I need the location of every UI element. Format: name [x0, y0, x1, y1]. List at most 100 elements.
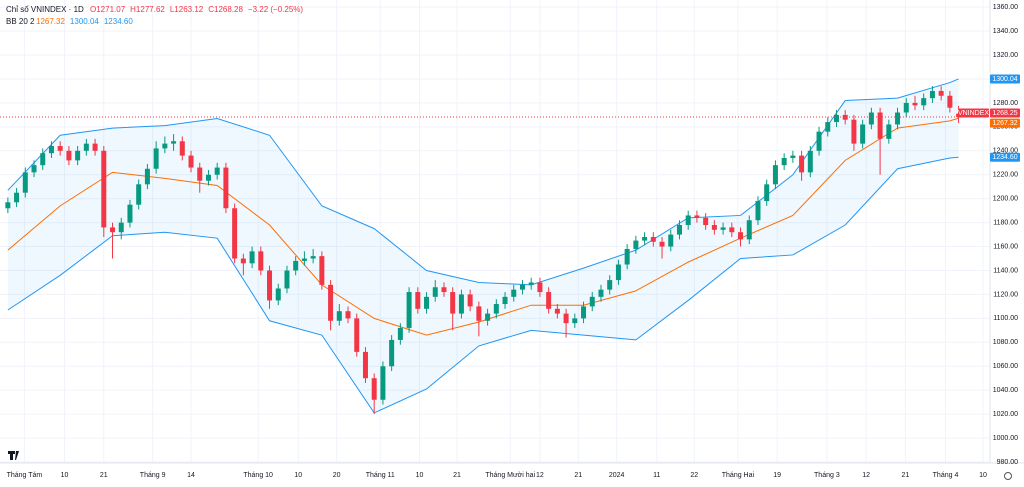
candle-body [319, 256, 325, 285]
y-tick-label: 1220.00 [993, 172, 1018, 179]
candle-body [642, 236, 648, 241]
candle-body [293, 260, 299, 271]
candle-body [432, 287, 438, 297]
x-tick-label: 22 [690, 472, 698, 479]
candle-body [633, 240, 639, 249]
candle-body [720, 227, 726, 230]
y-tick-label: 1160.00 [993, 243, 1018, 250]
ohlc-value: L1263.12 [170, 5, 204, 14]
indicator-value: 1234.60 [104, 17, 133, 26]
ohlc-value: C1268.28 [208, 5, 243, 14]
candle-body [101, 150, 107, 228]
candle-body [310, 256, 316, 259]
x-tick-label: 10 [294, 472, 302, 479]
x-tick-label: 10 [61, 472, 69, 479]
y-tick-label: 1040.00 [993, 387, 1018, 394]
candle-body [615, 264, 621, 281]
candle-body [424, 296, 430, 309]
candle-body [188, 155, 194, 168]
plot [0, 0, 990, 463]
y-tick-label: 1140.00 [993, 267, 1018, 274]
candle-body [772, 165, 778, 185]
y-tick-label: 1180.00 [993, 219, 1018, 226]
candle-body [886, 124, 892, 139]
price-tag-label: 1268.25 [992, 110, 1017, 117]
candle-body [389, 339, 395, 367]
candle-body [267, 270, 273, 301]
candle-body [659, 241, 665, 247]
candle-body [415, 292, 421, 309]
y-tick-label: 1240.00 [993, 148, 1018, 155]
x-tick-label: 21 [100, 472, 108, 479]
candle-body [48, 146, 54, 154]
candle-body [258, 251, 264, 271]
price-tag [990, 152, 1020, 162]
candle-body [485, 313, 491, 321]
candle-body [40, 153, 46, 166]
x-tick-label: 21 [901, 472, 909, 479]
candle-body [921, 98, 927, 106]
x-tick-label: Tháng Hai [722, 472, 755, 479]
x-tick-label: 21 [453, 472, 461, 479]
price-tag [990, 108, 1020, 118]
candle-body [57, 146, 63, 151]
symbol-title: Chỉ số VNINDEX · 1D [6, 5, 84, 14]
x-tick-label: 14 [187, 472, 195, 479]
candle-body [650, 236, 656, 242]
y-tick-label: 1100.00 [993, 315, 1018, 322]
candle-body [205, 174, 211, 181]
candle-body [493, 304, 499, 314]
candle-body [711, 225, 717, 230]
candle-body [676, 225, 682, 235]
x-tick-label: 12 [862, 472, 870, 479]
candle-body [249, 251, 255, 264]
candle-body [546, 292, 552, 309]
candle-body [519, 284, 525, 290]
candle-body [467, 294, 473, 307]
ohlc-value: −3.22 (−0.25%) [248, 5, 303, 14]
candle-body [912, 102, 918, 106]
y-tick-label: 1360.00 [993, 4, 1018, 11]
x-tick-label: 2024 [609, 472, 625, 479]
candle-body [589, 296, 595, 307]
candle-body [729, 227, 735, 233]
price-tag-label: 1300.04 [992, 76, 1017, 83]
candle-body [179, 141, 185, 156]
ohlc-value: O1271.07 [90, 5, 126, 14]
candle-body [22, 172, 28, 193]
symbol-tag-label: VNINDEX [958, 110, 989, 117]
candle-body [764, 184, 770, 202]
candle-body [825, 122, 831, 132]
x-tick-label: Tháng 3 [814, 472, 840, 479]
y-tick-label: 1340.00 [993, 28, 1018, 35]
candle-body [895, 112, 901, 125]
candle-body [232, 208, 238, 259]
candle-body [738, 232, 744, 240]
candle-body [816, 131, 822, 151]
candle-body [127, 204, 133, 223]
candle-body [563, 313, 569, 324]
y-tick-label: 1000.00 [993, 435, 1018, 442]
candle-body [223, 167, 229, 209]
candle-body [790, 155, 796, 158]
y-tick-label: 1320.00 [993, 52, 1018, 59]
candle-body [833, 114, 839, 123]
candle-body [171, 141, 177, 144]
candle-body [75, 150, 81, 161]
candle-body [144, 168, 150, 185]
settings-icon[interactable] [1004, 472, 1012, 480]
candle-body [380, 366, 386, 400]
x-tick-label: 21 [574, 472, 582, 479]
candle-body [14, 192, 20, 203]
candle-body [598, 289, 604, 297]
candle-body [476, 306, 482, 321]
candle-body [83, 143, 89, 151]
candle-body [5, 202, 11, 209]
candle-body [581, 306, 587, 319]
ohlc-value: H1277.62 [130, 5, 165, 14]
candle-body [328, 284, 334, 321]
candle-body [362, 351, 368, 379]
price-tag-label: 1267.32 [992, 120, 1017, 127]
candle-body [755, 201, 761, 221]
